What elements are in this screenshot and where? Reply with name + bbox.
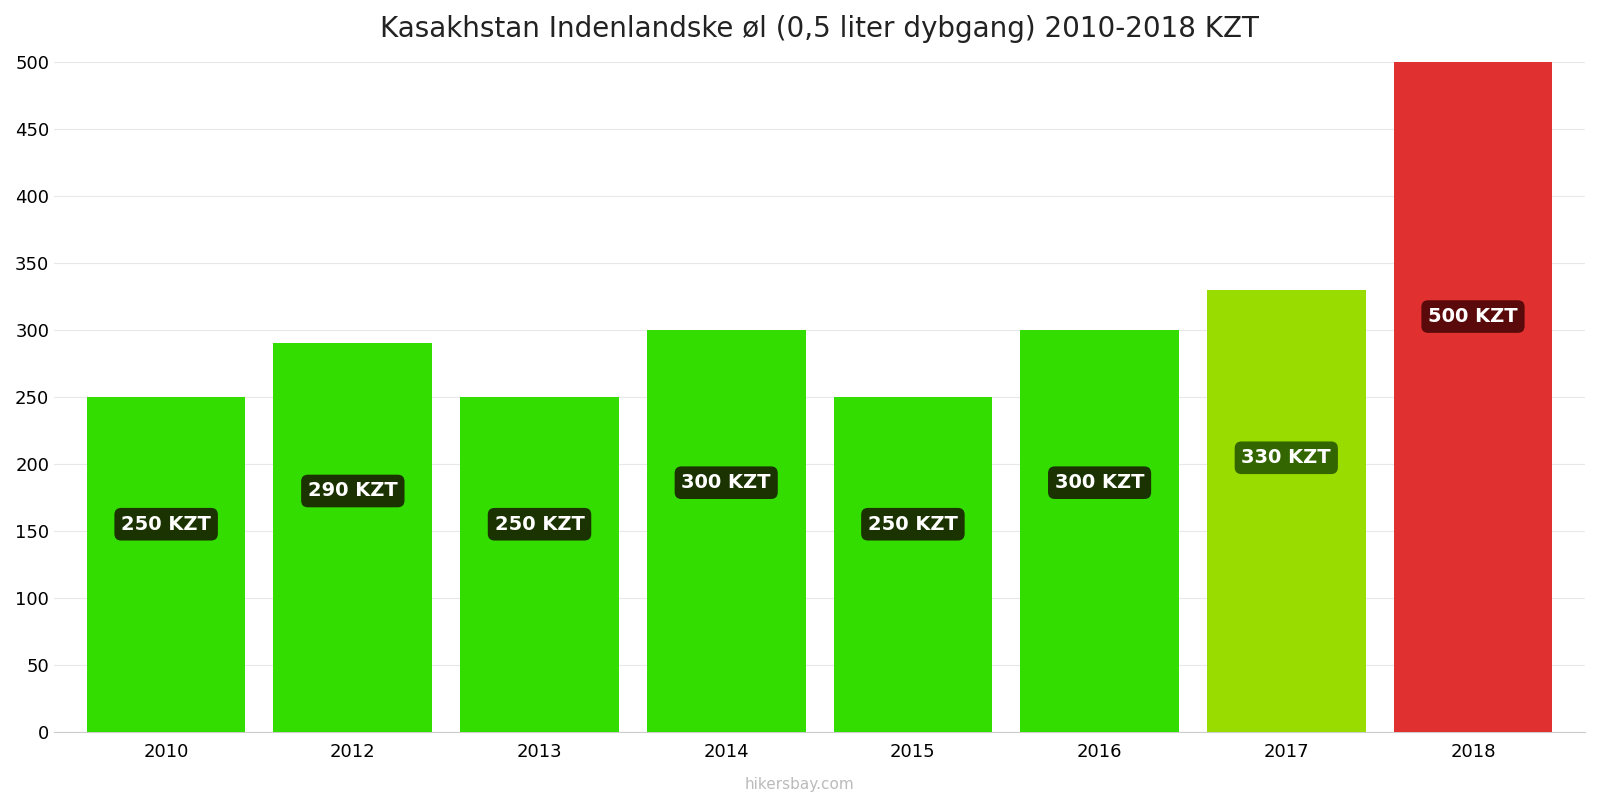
Bar	[274, 343, 432, 732]
Text: 250 KZT: 250 KZT	[122, 514, 211, 534]
Text: 500 KZT: 500 KZT	[1429, 307, 1518, 326]
Text: 330 KZT: 330 KZT	[1242, 448, 1331, 467]
Bar	[1206, 290, 1366, 732]
Text: 250 KZT: 250 KZT	[494, 514, 584, 534]
Bar	[834, 397, 992, 732]
Text: 300 KZT: 300 KZT	[682, 473, 771, 492]
Text: 250 KZT: 250 KZT	[867, 514, 958, 534]
Bar	[1394, 62, 1552, 732]
Text: hikersbay.com: hikersbay.com	[746, 777, 854, 792]
Bar	[86, 397, 245, 732]
Bar	[461, 397, 619, 732]
Title: Kasakhstan Indenlandske øl (0,5 liter dybgang) 2010-2018 KZT: Kasakhstan Indenlandske øl (0,5 liter dy…	[381, 15, 1259, 43]
Text: 290 KZT: 290 KZT	[307, 482, 398, 501]
Bar	[646, 330, 805, 732]
Text: 300 KZT: 300 KZT	[1054, 473, 1144, 492]
Bar	[1021, 330, 1179, 732]
